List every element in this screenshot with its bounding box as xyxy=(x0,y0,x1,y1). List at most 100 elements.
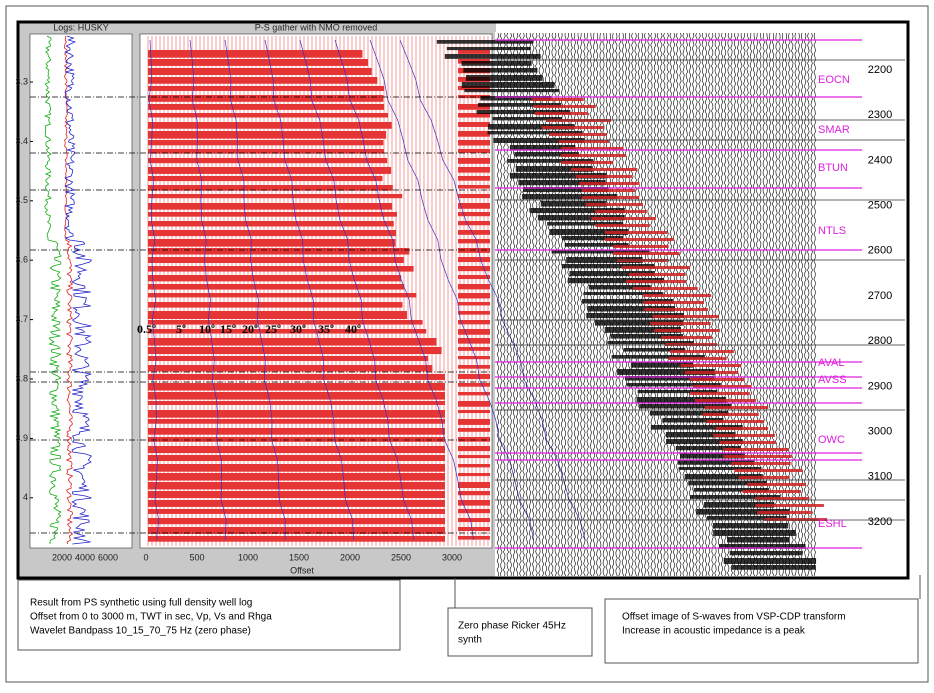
red-event xyxy=(547,119,612,122)
log-tick-label: 2000 xyxy=(52,552,72,562)
red-event xyxy=(534,105,596,108)
depth-tick-label: 2300 xyxy=(868,109,892,121)
event-band xyxy=(458,302,490,305)
event-band xyxy=(458,446,490,451)
horizon-label: SMAR xyxy=(818,124,850,136)
time-tick-label: 3.4 xyxy=(15,136,28,146)
red-event xyxy=(695,399,756,402)
black-event xyxy=(464,89,559,92)
event-band xyxy=(148,446,445,453)
offset-tick-label: 1500 xyxy=(289,552,309,562)
event-band xyxy=(148,401,445,405)
event-band xyxy=(458,410,490,413)
red-event xyxy=(757,511,812,514)
caption-line: Offset from 0 to 3000 m, TWT in sec, Vp,… xyxy=(30,612,272,623)
red-event xyxy=(561,161,613,164)
event-band xyxy=(458,527,490,531)
red-event xyxy=(531,98,584,101)
red-event xyxy=(643,294,711,297)
angle-label: 35º xyxy=(318,322,334,336)
event-band xyxy=(458,257,490,262)
event-band xyxy=(148,122,392,129)
red-event xyxy=(571,168,637,171)
event-band xyxy=(148,428,445,435)
red-event xyxy=(705,406,768,409)
event-band xyxy=(458,374,490,379)
event-band xyxy=(148,482,445,489)
event-band xyxy=(148,500,445,507)
red-event xyxy=(558,140,609,143)
time-tick-label: 3.6 xyxy=(15,255,28,265)
black-event xyxy=(724,558,816,564)
event-band xyxy=(458,122,490,127)
red-event xyxy=(550,133,607,136)
event-band xyxy=(148,212,397,217)
event-band xyxy=(148,176,382,181)
red-event xyxy=(739,476,790,479)
event-band xyxy=(148,248,409,255)
horizon-label: AVAL xyxy=(818,357,845,369)
event-band xyxy=(458,383,490,387)
depth-tick-label: 2200 xyxy=(868,64,892,76)
red-event xyxy=(582,189,636,192)
caption-line: synth xyxy=(458,635,482,646)
depth-tick-label: 2500 xyxy=(868,200,892,212)
black-event xyxy=(462,82,555,88)
depth-tick-label: 2400 xyxy=(868,154,892,166)
event-band xyxy=(148,320,423,325)
event-band xyxy=(148,221,394,226)
red-event xyxy=(670,350,734,353)
event-band xyxy=(148,464,445,472)
event-band xyxy=(458,347,490,351)
offset-label: Offset xyxy=(290,565,314,575)
event-band xyxy=(458,131,490,137)
event-band xyxy=(458,311,490,315)
log-tick-label: 6000 xyxy=(98,552,118,562)
red-event xyxy=(661,336,712,339)
red-event xyxy=(706,420,764,423)
black-event xyxy=(730,551,803,555)
depth-tick-label: 2800 xyxy=(868,335,892,347)
red-event xyxy=(586,203,643,206)
red-event xyxy=(680,364,741,367)
black-event xyxy=(713,530,796,536)
depth-tick-label: 3000 xyxy=(868,426,892,438)
caption-line: Zero phase Ricker 45Hz xyxy=(458,621,566,632)
caption-box xyxy=(448,608,592,656)
black-event xyxy=(713,523,788,528)
red-event xyxy=(617,259,668,262)
event-band xyxy=(458,329,490,335)
red-event xyxy=(579,182,639,185)
figure: Logs: HUSKY P-S gather with NMO removed … xyxy=(0,0,934,688)
angle-label: 10º xyxy=(199,322,215,336)
red-event xyxy=(622,266,690,269)
event-band xyxy=(458,437,490,442)
horizon-label: OWC xyxy=(818,434,845,446)
offset-tick-label: 3000 xyxy=(442,552,462,562)
event-band xyxy=(458,464,490,467)
gather-title: P-S gather with NMO removed xyxy=(255,22,378,32)
angle-label: 30º xyxy=(290,322,306,336)
event-band xyxy=(458,185,490,189)
event-band xyxy=(458,248,490,253)
red-event xyxy=(613,252,680,255)
red-event xyxy=(734,469,802,472)
event-band xyxy=(458,239,490,243)
event-band xyxy=(148,419,445,424)
event-band xyxy=(458,392,490,395)
event-band xyxy=(148,374,445,380)
event-band xyxy=(458,266,490,271)
event-band xyxy=(458,338,490,344)
offset-tick-label: 1000 xyxy=(238,552,258,562)
event-band xyxy=(458,419,490,425)
horizon-label: ESHL xyxy=(818,518,847,530)
black-event xyxy=(461,61,531,66)
angle-label: 20º xyxy=(242,322,258,336)
red-event xyxy=(724,455,792,458)
red-event xyxy=(690,392,750,395)
event-band xyxy=(148,131,386,139)
event-band xyxy=(458,509,490,513)
time-tick-label: 3.3 xyxy=(15,76,28,86)
event-band xyxy=(458,365,490,369)
event-band xyxy=(148,383,445,391)
